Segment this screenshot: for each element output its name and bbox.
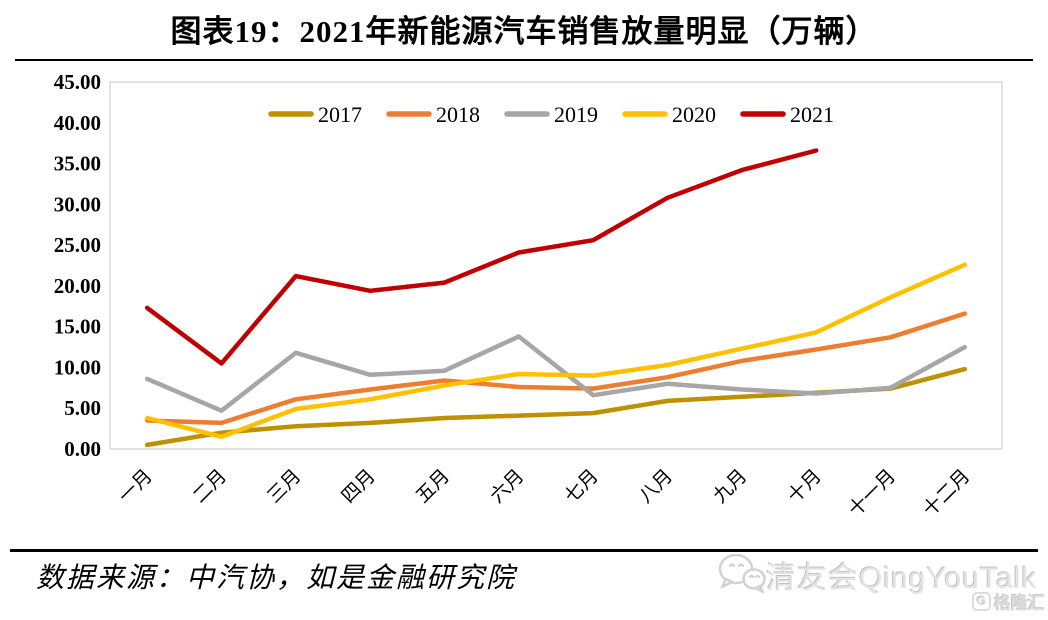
data-source-note: 数据来源：中汽协，如是金融研究院 — [36, 563, 517, 594]
y-axis-tick-label: 45.00 — [54, 70, 101, 94]
legend-label-2019: 2019 — [554, 102, 598, 127]
x-axis-tick-label: 三月 — [264, 466, 306, 508]
y-axis-tick-label: 0.00 — [64, 437, 101, 461]
legend-label-2018: 2018 — [436, 102, 480, 127]
legend-label-2017: 2017 — [318, 102, 362, 127]
y-axis-tick-label: 10.00 — [54, 355, 101, 379]
y-axis-tick-label: 30.00 — [54, 192, 101, 216]
legend-item-2021: 2021 — [740, 102, 834, 127]
plot-border — [109, 81, 1003, 450]
gelonghui-g-icon: G — [972, 592, 991, 611]
page-title: 图表19：2021年新能源汽车销售放量明显（万辆） — [170, 14, 878, 49]
x-axis-tick-label: 六月 — [486, 465, 528, 507]
series-line-2020 — [144, 262, 968, 440]
wechat-icon — [718, 553, 766, 594]
x-axis-tick-label: 九月 — [709, 465, 751, 507]
y-axis-tick-label: 35.00 — [54, 152, 101, 176]
x-axis-tick-label: 一月 — [115, 466, 157, 508]
series-line-2018 — [144, 311, 968, 426]
gelonghui-logo-icon: G 格隆汇 — [972, 589, 1045, 614]
y-axis-tick-label: 5.00 — [64, 396, 101, 420]
x-axis-tick-label: 八月 — [635, 466, 677, 508]
y-axis-tick-label: 40.00 — [54, 111, 101, 135]
legend-item-2020: 2020 — [622, 102, 716, 127]
x-axis-tick-label: 四月 — [338, 466, 380, 508]
legend-item-2018: 2018 — [386, 102, 480, 127]
series-line-2021 — [144, 148, 819, 366]
footer-divider — [10, 549, 1038, 552]
x-axis-tick-label: 十一月 — [844, 465, 900, 521]
legend-label-2020: 2020 — [672, 102, 716, 127]
y-axis-tick-label: 25.00 — [54, 233, 101, 257]
x-axis-tick-label: 十月 — [783, 465, 825, 507]
gelonghui-logo-text: 格隆汇 — [994, 594, 1045, 613]
x-axis-tick-label: 七月 — [560, 465, 602, 507]
x-axis-tick-label: 十二月 — [918, 465, 974, 521]
watermark-label: 清友会QingYouTalk — [766, 562, 1038, 595]
legend-item-2017: 2017 — [268, 102, 362, 127]
x-axis-tick-label: 五月 — [412, 466, 454, 508]
series-line-2019 — [144, 334, 968, 413]
title-divider — [15, 59, 1033, 61]
legend-item-2019: 2019 — [504, 102, 598, 127]
y-axis-tick-label: 15.00 — [54, 315, 101, 339]
x-axis-tick-label: 二月 — [189, 466, 231, 508]
y-axis-tick-label: 20.00 — [54, 274, 101, 298]
legend-label-2021: 2021 — [790, 102, 834, 127]
